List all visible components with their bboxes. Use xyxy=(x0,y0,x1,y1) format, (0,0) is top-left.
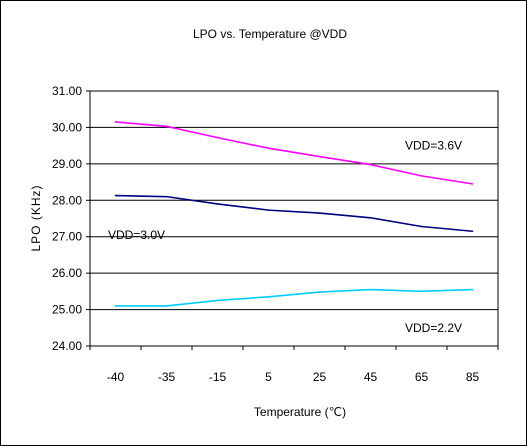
y-tick-label: 29.00 xyxy=(52,157,82,171)
y-tick-label: 24.00 xyxy=(52,339,82,353)
data-point xyxy=(471,183,474,185)
data-point xyxy=(216,136,219,139)
x-axis-title: Temperature (℃) xyxy=(254,405,346,419)
series-label: VDD=2.2V xyxy=(405,321,462,335)
series-line-vdd-2-2v xyxy=(115,288,473,307)
data-point xyxy=(318,291,321,293)
data-point xyxy=(267,296,270,298)
data-point xyxy=(114,194,117,197)
y-tick-label: 26.00 xyxy=(52,266,82,280)
data-point xyxy=(471,288,474,291)
x-tick-label: 85 xyxy=(466,370,480,384)
data-point xyxy=(369,216,372,219)
x-axis-ticks: -40 -35 -15 5 25 45 65 85 xyxy=(89,346,499,384)
series-label: VDD=3.6V xyxy=(405,139,462,153)
y-tick-label: 25.00 xyxy=(52,303,82,317)
data-point xyxy=(267,147,270,149)
x-tick-label: 5 xyxy=(265,370,272,384)
series-line-vdd-3-6v xyxy=(115,121,473,185)
data-point xyxy=(420,175,423,177)
data-point xyxy=(165,305,168,307)
y-tick-label: 27.00 xyxy=(52,230,82,244)
x-tick-label: -15 xyxy=(209,370,227,384)
data-point xyxy=(318,212,321,214)
x-tick-label: -40 xyxy=(107,370,125,384)
data-point xyxy=(165,195,168,198)
data-point xyxy=(216,299,219,302)
y-tick-label: 31.00 xyxy=(52,84,82,98)
x-tick-label: -35 xyxy=(158,370,176,384)
data-point xyxy=(267,209,270,211)
gridlines xyxy=(90,90,498,347)
data-point xyxy=(369,163,372,166)
data-point xyxy=(216,203,219,205)
data-point xyxy=(420,225,423,228)
series-line-vdd-3-0v xyxy=(115,194,473,233)
data-point xyxy=(420,290,423,293)
x-tick-label: 65 xyxy=(415,370,429,384)
x-tick-label: 45 xyxy=(364,370,378,384)
data-point xyxy=(318,155,321,158)
data-point xyxy=(114,305,117,307)
data-point xyxy=(165,125,168,128)
series-lines xyxy=(114,121,474,307)
data-point xyxy=(114,121,117,123)
data-point xyxy=(369,288,372,291)
y-axis-title: LPO (KHz) xyxy=(29,184,43,251)
chart-title: LPO vs. Temperature @VDD xyxy=(193,27,347,41)
data-point xyxy=(471,230,474,233)
plot-area xyxy=(89,90,499,347)
y-axis-ticks: 24.00 25.00 26.00 27.00 28.00 29.00 30.00 31.00 xyxy=(52,84,90,353)
y-tick-label: 30.00 xyxy=(52,120,82,134)
series-label: VDD=3.0V xyxy=(108,228,165,242)
x-tick-label: 25 xyxy=(313,370,327,384)
series-labels: VDD=3.6V VDD=3.0V VDD=2.2V xyxy=(108,139,462,335)
y-tick-label: 28.00 xyxy=(52,193,82,207)
